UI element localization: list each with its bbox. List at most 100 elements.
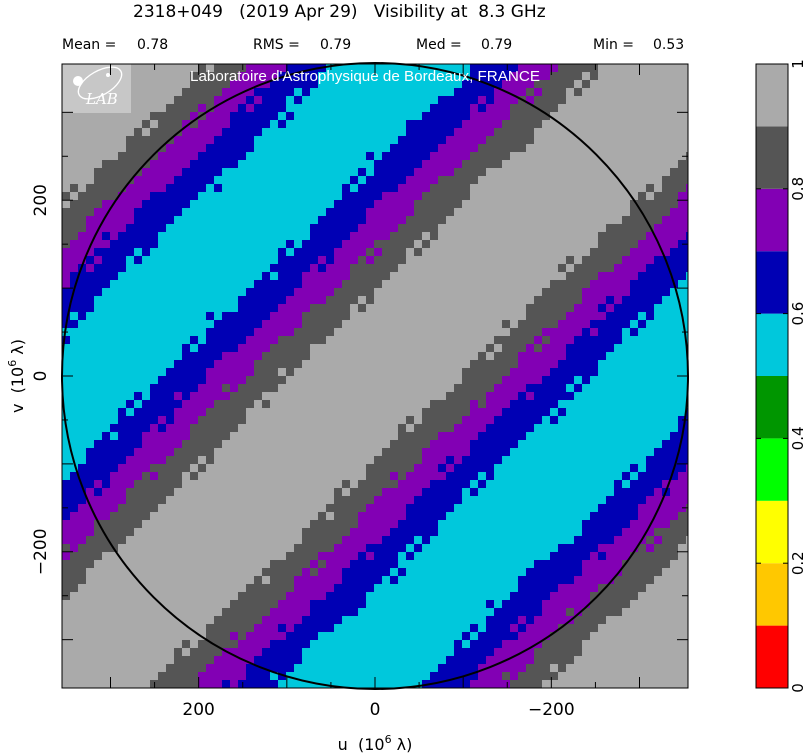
heatmap-cell [222,304,231,313]
heatmap-cell [222,320,231,329]
heatmap-cell [654,72,663,81]
heatmap-cell [510,408,519,417]
heatmap-cell [318,96,327,105]
heatmap-cell [358,432,367,441]
heatmap-cell [150,216,159,225]
heatmap-cell [406,152,415,161]
heatmap-cell [86,256,95,265]
heatmap-cell [78,488,87,497]
heatmap-cell [622,280,631,289]
heatmap-cell [518,264,527,273]
heatmap-cell [358,72,367,81]
heatmap-cell [534,376,543,385]
heatmap-cell [630,432,639,441]
heatmap-cell [630,248,639,257]
heatmap-cell [294,416,303,425]
heatmap-cell [142,336,151,345]
heatmap-cell [70,520,79,529]
heatmap-cell [478,80,487,89]
heatmap-cell [78,440,87,449]
heatmap-cell [454,272,463,281]
heatmap-cell [70,264,79,273]
heatmap-cell [278,168,287,177]
heatmap-cell [606,248,615,257]
heatmap-cell [654,456,663,465]
heatmap-cell [518,192,527,201]
heatmap-cell [302,392,311,401]
heatmap-cell [126,480,135,489]
heatmap-cell [406,224,415,233]
heatmap-cell [206,288,215,297]
heatmap-cell [350,296,359,305]
heatmap-cell [86,152,95,161]
heatmap-cell [94,560,103,569]
heatmap-cell [526,480,535,489]
heatmap-cell [358,520,367,529]
heatmap-cell [614,64,623,73]
heatmap-cell [438,336,447,345]
heatmap-cell [582,120,591,129]
heatmap-cell [390,320,399,329]
heatmap-cell [78,200,87,209]
heatmap-cell [246,392,255,401]
heatmap-cell [78,160,87,169]
heatmap-cell [494,152,503,161]
heatmap-cell [278,64,287,73]
heatmap-cell [158,72,167,81]
heatmap-cell [454,184,463,193]
heatmap-cell [198,216,207,225]
heatmap-cell [118,136,127,145]
heatmap-cell [334,280,343,289]
heatmap-cell [406,368,415,377]
heatmap-cell [190,336,199,345]
heatmap-cell [630,520,639,529]
heatmap-cell [150,144,159,153]
heatmap-cell [142,488,151,497]
heatmap-cell [414,160,423,169]
heatmap-cell [238,448,247,457]
heatmap-cell [670,440,679,449]
heatmap-cell [190,432,199,441]
heatmap-cell [638,352,647,361]
heatmap-cell [358,336,367,345]
heatmap-cell [318,416,327,425]
heatmap-cell [510,440,519,449]
heatmap-cell [190,328,199,337]
heatmap-cell [446,192,455,201]
heatmap-cell [262,240,271,249]
heatmap-cell [606,344,615,353]
heatmap-cell [342,336,351,345]
heatmap-cell [454,448,463,457]
heatmap-cell [70,192,79,201]
heatmap-cell [326,328,335,337]
heatmap-cell [310,480,319,489]
heatmap-cell [654,224,663,233]
heatmap-cell [102,440,111,449]
heatmap-cell [686,232,688,241]
heatmap-cell [486,64,495,73]
heatmap-cell [206,264,215,273]
heatmap-cell [302,488,311,497]
heatmap-cell [326,264,335,273]
heatmap-cell [590,248,599,257]
heatmap-cell [238,408,247,417]
heatmap-cell [374,96,383,105]
heatmap-cell [494,560,503,569]
heatmap-cell [86,560,95,569]
heatmap-cell [670,104,679,113]
heatmap-cell [382,392,391,401]
heatmap-cell [198,264,207,273]
heatmap-cell [190,384,199,393]
heatmap-cell [294,424,303,433]
heatmap-cell [342,472,351,481]
heatmap-cell [262,232,271,241]
heatmap-cell [334,304,343,313]
heatmap-cell [166,472,175,481]
heatmap-cell [350,128,359,137]
heatmap-cell [254,216,263,225]
heatmap-cell [230,96,239,105]
heatmap-cell [582,392,591,401]
heatmap-cell [190,64,199,73]
heatmap-cell [334,288,343,297]
heatmap-cell [182,320,191,329]
